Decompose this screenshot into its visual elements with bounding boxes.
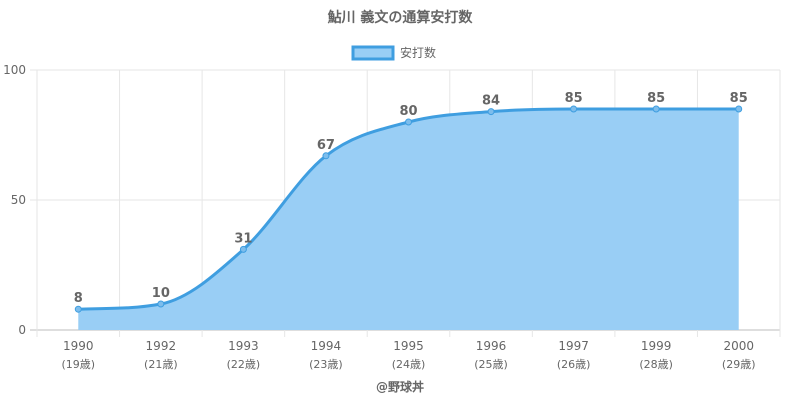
data-points — [74, 105, 743, 313]
data-point[interactable] — [322, 152, 330, 160]
data-point[interactable] — [74, 305, 82, 313]
legend[interactable]: 安打数 — [351, 45, 436, 61]
area-series — [78, 107, 739, 330]
chart-title: 鮎川 義文の通算安打数 — [328, 9, 474, 26]
x-tick-label: 1990 — [63, 339, 94, 353]
x-tick-age-label: (19歳) — [61, 358, 95, 371]
legend-label: 安打数 — [400, 45, 436, 60]
data-label: 31 — [234, 231, 252, 246]
y-axis: 0 50 100 — [3, 63, 26, 337]
series-area-fill — [78, 109, 739, 330]
x-tick-label: 1992 — [146, 339, 177, 353]
legend-swatch — [351, 45, 395, 61]
x-tick-age-label: (29歳) — [722, 358, 756, 371]
x-tick-label: 1996 — [476, 339, 507, 353]
data-point[interactable] — [239, 245, 247, 253]
data-labels: 8 10 31 67 80 84 85 85 85 — [74, 91, 748, 306]
x-tick-label: 1999 — [641, 339, 672, 353]
credit-text: @野球丼 — [376, 379, 424, 394]
data-point[interactable] — [570, 105, 578, 113]
x-tick-label: 2000 — [723, 339, 754, 353]
data-point[interactable] — [487, 108, 495, 116]
y-tick-label: 50 — [11, 193, 26, 207]
x-tick-age-label: (24歳) — [392, 358, 426, 371]
x-tick-label: 1997 — [558, 339, 589, 353]
data-label: 84 — [482, 94, 500, 109]
x-tick-age-label: (26歳) — [557, 358, 591, 371]
x-tick-age-label: (28歳) — [639, 358, 673, 371]
data-point[interactable] — [157, 300, 165, 308]
x-axis: 1990 (19歳) 1992 (21歳) 1993 (22歳) 1994 (23歳) 1995… — [61, 339, 755, 371]
data-label: 8 — [74, 291, 83, 306]
data-label: 85 — [730, 91, 748, 106]
x-tick-age-label: (23歳) — [309, 358, 343, 371]
x-tick-label: 1994 — [311, 339, 342, 353]
x-tick-age-label: (25歳) — [474, 358, 508, 371]
x-tick-age-label: (22歳) — [227, 358, 261, 371]
data-point[interactable] — [735, 105, 743, 113]
data-label: 85 — [647, 91, 665, 106]
data-point[interactable] — [652, 105, 660, 113]
data-point[interactable] — [405, 118, 412, 126]
series-line — [78, 107, 739, 311]
x-tick-label: 1995 — [393, 339, 424, 353]
x-tick-label: 1993 — [228, 339, 259, 353]
data-label: 80 — [399, 104, 417, 119]
y-tick-label: 0 — [18, 323, 26, 337]
data-label: 10 — [152, 286, 170, 301]
y-tick-label: 100 — [3, 63, 26, 77]
data-label: 85 — [565, 91, 583, 106]
x-tick-age-label: (21歳) — [144, 358, 178, 371]
data-label: 67 — [317, 138, 335, 153]
